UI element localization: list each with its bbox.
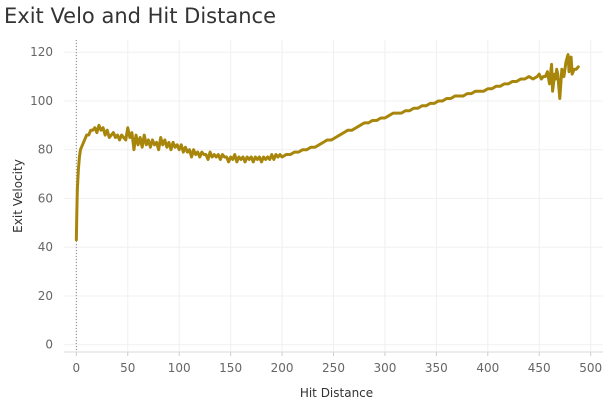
axes: 0 50 100 150 200 250 300 350 400 450 500 0 20 40 60 80 1… — [30, 40, 603, 375]
x-tick-label: 350 — [425, 361, 448, 375]
x-tick-label: 150 — [219, 361, 242, 375]
x-tick-label: 450 — [528, 361, 551, 375]
y-axis-title: Exit Velocity — [11, 159, 25, 233]
x-tick-label: 100 — [168, 361, 191, 375]
y-tick-label: 60 — [38, 191, 53, 205]
y-tick-label: 0 — [45, 338, 53, 352]
y-tick-label: 120 — [30, 45, 53, 59]
x-tick-label: 500 — [579, 361, 602, 375]
y-tick-label: 100 — [30, 94, 53, 108]
x-axis-title: Hit Distance — [300, 386, 373, 400]
x-tick-label: 200 — [271, 361, 294, 375]
series-line — [74, 53, 580, 242]
x-tick-label: 300 — [373, 361, 396, 375]
x-tick-label: 250 — [322, 361, 345, 375]
y-tick-label: 40 — [38, 240, 53, 254]
chart-title: Exit Velo and Hit Distance — [4, 4, 276, 28]
x-tick-label: 0 — [73, 361, 81, 375]
series-layer — [74, 53, 580, 242]
x-tick-label: 400 — [476, 361, 499, 375]
y-tick-label: 80 — [38, 143, 53, 157]
gridlines — [64, 40, 603, 352]
y-tick-label: 20 — [38, 289, 53, 303]
x-tick-label: 50 — [120, 361, 135, 375]
